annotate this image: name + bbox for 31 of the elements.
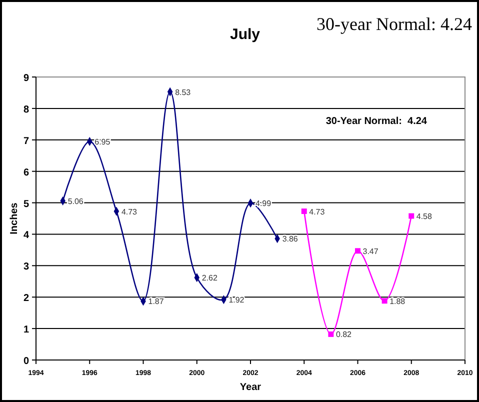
y-tick-label: 5 bbox=[23, 198, 30, 210]
annotation: 30-Year Normal: 4.24 bbox=[326, 116, 428, 127]
y-axis-title: Inches bbox=[9, 202, 20, 234]
data-label: 3.86 bbox=[282, 234, 298, 244]
data-label: 1.88 bbox=[390, 296, 406, 306]
point bbox=[301, 208, 307, 214]
data-label: 1.87 bbox=[148, 297, 164, 306]
data-label: 1.92 bbox=[228, 296, 245, 305]
y-tick-label: 3 bbox=[23, 262, 30, 273]
y-tick-label: 7 bbox=[23, 136, 30, 147]
data-label: 4.73 bbox=[309, 207, 326, 216]
data-label: 0.82 bbox=[336, 330, 352, 340]
point bbox=[382, 298, 388, 304]
point bbox=[408, 213, 414, 219]
text: 30-year Normal: 4.24 bbox=[316, 14, 472, 34]
y-tick-label: 4 bbox=[23, 230, 30, 242]
data-label: 8.53 bbox=[175, 88, 192, 97]
y-tick-label: 1 bbox=[23, 324, 30, 336]
chart-title: July bbox=[230, 26, 261, 43]
y-tick-label: 2 bbox=[23, 293, 30, 304]
x-axis-title: Year bbox=[240, 382, 262, 393]
data-label: 3.47 bbox=[362, 246, 379, 256]
y-tick-label: 0 bbox=[23, 356, 30, 367]
y-tick-label: 9 bbox=[23, 73, 30, 84]
point bbox=[355, 248, 360, 254]
y-tick-label: 6 bbox=[23, 167, 30, 178]
point bbox=[328, 331, 334, 337]
data-label: 4.73 bbox=[121, 207, 138, 216]
data-label: 4.58 bbox=[416, 212, 432, 221]
y-tick-label: 8 bbox=[23, 104, 30, 116]
data-label: 2.62 bbox=[202, 274, 218, 283]
